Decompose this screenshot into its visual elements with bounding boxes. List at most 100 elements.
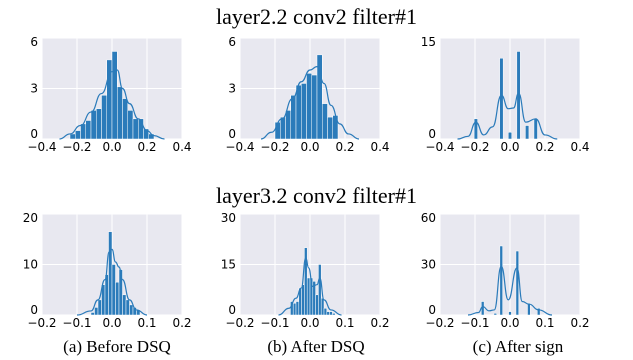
x-tick-label: 0.0 [102,140,121,154]
histogram-bar [111,51,118,140]
histogram-bar [132,118,139,140]
histogram-bar [129,304,134,316]
histogram-bar [69,133,76,140]
x-tick-label: 0.2 [570,316,589,330]
histogram-bar [473,118,478,140]
histogram-bar [115,281,120,316]
caption-b: (b) After DSQ [267,337,364,356]
x-tick-label: −0.1 [62,316,91,330]
histogram-bar [111,264,116,316]
x-tick-label: −0.2 [460,140,489,154]
histogram-bar [525,125,530,140]
y-tick-label: 3 [228,82,236,96]
histogram-bar [108,231,113,316]
chart-panel-4: −0.2 −0.1 0.0 0.1 0.2 0 10 20 [23,211,192,330]
histogram-bar [322,103,328,140]
x-tick-label: 0.4 [172,140,191,154]
x-tick-label: −0.2 [27,316,56,330]
y-tick-label: 0 [30,127,38,141]
x-tick-label: −0.1 [460,316,489,330]
chart-panel-1: −0.4 −0.2 0.0 0.2 0.4 0 3 6 [27,35,191,154]
histogram-bar [515,250,520,316]
histogram-bar [295,84,302,140]
histogram-bar [90,312,95,316]
x-tick-label: −0.4 [425,140,454,154]
x-tick-label: 0.1 [535,316,554,330]
histogram-bar [85,120,92,140]
histogram-bar [101,94,107,140]
row-title-1: layer2.2 conv2 filter#1 [216,4,417,29]
kde-curve [467,265,553,316]
chart-panel-3: −0.4 −0.2 0.0 0.2 0.4 0 15 [421,35,590,154]
histogram-bar [285,110,291,140]
histogram-bar [75,130,81,140]
x-tick-label: −0.2 [260,140,289,154]
kde-curve [260,66,360,140]
histogram-bar [499,57,504,140]
x-tick-label: −0.2 [62,140,91,154]
y-tick-label: 6 [30,35,38,49]
histogram-bar [127,110,134,140]
chart-panel-6: −0.2 −0.1 0.0 0.1 0.2 0 30 60 [421,211,590,330]
y-tick-label: 30 [221,211,236,225]
y-tick-label: 0 [30,303,38,317]
y-tick-label: 15 [221,258,236,272]
panel-grid: −0.4 −0.2 0.0 0.2 0.4 0 3 6 −0.4 −0.2 0.0 0.2 0.4 0 3 6… [23,35,590,330]
x-tick-label: 0.1 [335,316,354,330]
histogram-bar [80,123,86,140]
histogram-bar [104,274,109,316]
histogram-bar [306,277,311,316]
kde-curve [457,92,558,140]
histogram-bar [290,94,297,140]
row-title-2: layer3.2 conv2 filter#1 [216,183,417,208]
histogram-bar [301,284,305,316]
chart-panel-5: −0.2 −0.1 0.0 0.1 0.2 0 15 30 [221,211,390,330]
histogram-bar [118,269,123,316]
histogram-bar [493,313,497,316]
x-tick-label: 0.0 [500,140,519,154]
x-tick-label: −0.2 [225,316,254,330]
x-tick-label: 0.2 [335,140,354,154]
y-tick-label: 0 [228,303,236,317]
histogram-bar [280,116,286,140]
histogram-bar [327,116,333,140]
x-tick-label: 0.2 [370,316,389,330]
y-tick-label: 0 [428,303,436,317]
histogram-bar [96,108,102,140]
histogram-bar [533,118,538,140]
kde-curve [278,257,342,316]
caption-a: (a) Before DSQ [63,337,171,356]
histogram-bar [537,308,541,316]
histogram-bar [320,297,325,316]
x-tick-label: 0.0 [102,316,121,330]
histogram-bar [301,83,307,140]
x-tick-label: 0.0 [300,140,319,154]
x-tick-label: −0.4 [27,140,56,154]
y-tick-label: 6 [228,35,236,49]
histogram-bar [311,74,318,140]
histogram-bar [292,302,297,316]
histogram-bar [122,294,127,316]
histogram-bar [315,294,319,316]
x-tick-label: 0.0 [500,316,519,330]
histogram-bar [90,110,97,140]
histogram-bar [332,115,339,140]
histogram-bar [332,313,336,316]
x-tick-label: 0.1 [137,316,156,330]
y-tick-label: 20 [23,211,38,225]
histogram-bar [295,301,300,316]
y-tick-label: 0 [428,127,436,141]
x-tick-label: 0.2 [172,316,191,330]
y-tick-label: 0 [228,127,236,141]
x-tick-label: 0.4 [370,140,389,154]
histogram-bar [316,54,323,140]
histogram-bar [323,308,328,316]
x-tick-label: −0.2 [425,316,454,330]
y-tick-label: 60 [421,211,436,225]
histogram-bar [125,299,130,316]
kde-curve [76,248,148,316]
histogram-bar [94,307,99,316]
x-tick-label: 0.2 [137,140,156,154]
y-tick-label: 15 [421,35,436,49]
